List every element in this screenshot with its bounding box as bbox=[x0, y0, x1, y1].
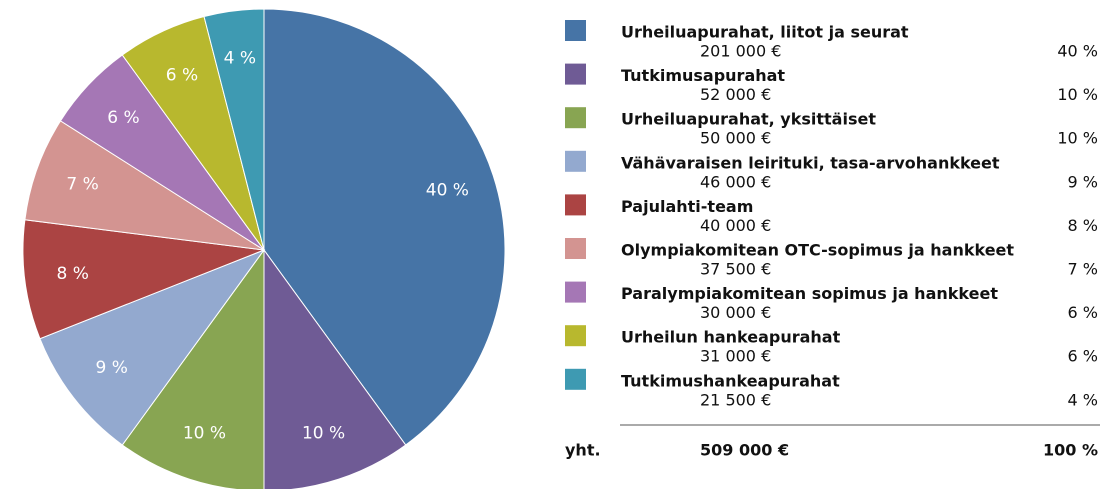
legend-name: Pajulahti-team bbox=[621, 197, 753, 216]
pie-slice bbox=[24, 120, 265, 251]
legend-swatch bbox=[565, 194, 586, 216]
slice-label: 10 % bbox=[302, 423, 345, 443]
legend-swatch bbox=[565, 325, 586, 347]
legend-amount: 21 500 € bbox=[700, 390, 771, 409]
legend-name: Tutkimusapurahat bbox=[621, 66, 785, 85]
legend-percent: 10 % bbox=[1057, 129, 1098, 148]
pie-slice bbox=[121, 248, 265, 489]
legend-amount: 201 000 € bbox=[700, 42, 781, 61]
pie-slice bbox=[39, 248, 266, 446]
legend-swatch bbox=[565, 238, 586, 259]
legend-name: Urheiluapurahat, liitot ja seurat bbox=[621, 23, 909, 42]
legend-swatch bbox=[565, 20, 586, 41]
slice-label: 8 % bbox=[57, 264, 89, 284]
slice-label: 9 % bbox=[95, 358, 127, 378]
legend-percent: 40 % bbox=[1057, 42, 1098, 61]
legend-amount: 50 000 € bbox=[700, 129, 771, 148]
legend-percent: 6 % bbox=[1068, 303, 1098, 322]
legend-percent: 7 % bbox=[1068, 260, 1098, 279]
legend-percent: 8 % bbox=[1068, 216, 1098, 235]
legend-swatch bbox=[565, 150, 586, 172]
slice-label: 6 % bbox=[107, 108, 139, 128]
legend-swatch bbox=[565, 281, 586, 303]
legend-name: Urheilun hankeapurahat bbox=[621, 328, 841, 347]
slice-label: 10 % bbox=[183, 423, 226, 443]
legend-amount: 52 000 € bbox=[700, 85, 771, 104]
pie-slice bbox=[203, 8, 265, 251]
pie-slice bbox=[22, 219, 265, 340]
legend-amount: 30 000 € bbox=[700, 303, 771, 322]
total-label: yht. bbox=[565, 441, 601, 460]
legend-amount: 31 000 € bbox=[700, 347, 771, 366]
legend-swatch bbox=[565, 368, 586, 390]
legend-name: Urheiluapurahat, yksittäiset bbox=[621, 110, 876, 129]
slice-label: 4 % bbox=[224, 49, 256, 69]
legend-swatch bbox=[565, 63, 586, 85]
pie-slice bbox=[263, 248, 407, 489]
total-amount: 509 000 € bbox=[700, 441, 789, 460]
legend-amount: 46 000 € bbox=[700, 172, 771, 191]
legend-amount: 37 500 € bbox=[700, 260, 771, 279]
slice-label: 7 % bbox=[66, 175, 98, 195]
legend-name: Tutkimushankeapurahat bbox=[621, 371, 840, 390]
legend-percent: 9 % bbox=[1068, 172, 1098, 191]
total-percent: 100 % bbox=[1043, 441, 1098, 460]
legend-name: Paralympiakomitean sopimus ja hankkeet bbox=[621, 284, 998, 303]
pie-slice bbox=[263, 8, 506, 446]
legend-name: Olympiakomitean OTC-sopimus ja hankkeet bbox=[621, 241, 1014, 260]
slice-label: 6 % bbox=[166, 66, 198, 86]
legend-name: Vähävaraisen leirituki, tasa-arvohankkee… bbox=[621, 153, 1000, 172]
slice-label: 40 % bbox=[426, 180, 469, 200]
legend-amount: 40 000 € bbox=[700, 216, 771, 235]
legend-percent: 10 % bbox=[1057, 85, 1098, 104]
legend-percent: 4 % bbox=[1068, 390, 1098, 409]
legend-swatch bbox=[565, 107, 586, 129]
legend-percent: 6 % bbox=[1068, 347, 1098, 366]
